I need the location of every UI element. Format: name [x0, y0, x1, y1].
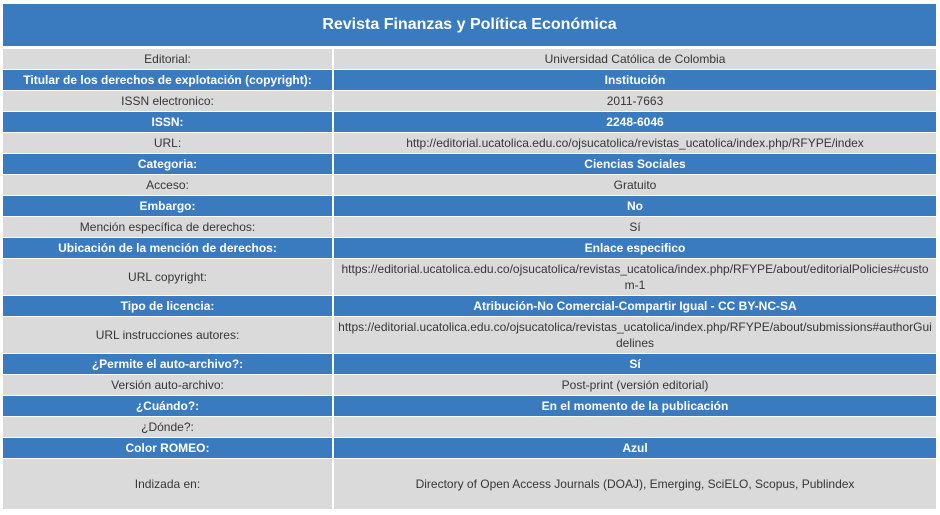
- row-label: Tipo de licencia:: [3, 296, 332, 316]
- table-row: Tipo de licencia: Atribución-No Comercial…: [3, 296, 936, 316]
- row-label: Color ROMEO:: [3, 438, 332, 458]
- table-row: Categoria: Ciencias Sociales: [3, 154, 936, 174]
- row-label: ¿Dónde?:: [3, 417, 332, 437]
- row-value: Enlace especifico: [334, 238, 936, 258]
- table-row: Editorial: Universidad Católica de Colomb…: [3, 49, 936, 69]
- row-value: Post-print (versión editorial): [334, 375, 936, 395]
- table-row: Ubicación de la mención de derechos: Enla…: [3, 238, 936, 258]
- table-row: Embargo: No: [3, 196, 936, 216]
- row-value: Ciencias Sociales: [334, 154, 936, 174]
- table-row: ISSN: 2248-6046: [3, 112, 936, 132]
- table-row: Indizada en: Directory of Open Access Jou…: [3, 459, 936, 509]
- row-label: Acceso:: [3, 175, 332, 195]
- table-row: Versión auto-archivo: Post-print (versión…: [3, 375, 936, 395]
- table-row: ¿Permite el auto-archivo?: Sí: [3, 354, 936, 374]
- table-row: URL: http://editorial.ucatolica.edu.co/oj…: [3, 133, 936, 153]
- journal-details-body: Editorial: Universidad Católica de Colomb…: [3, 49, 936, 509]
- row-label: ISSN:: [3, 112, 332, 132]
- row-value: [334, 417, 936, 437]
- row-label: ISSN electronico:: [3, 91, 332, 111]
- row-label: ¿Cuándo?:: [3, 396, 332, 416]
- row-value: Institución: [334, 70, 936, 90]
- row-label: Categoria:: [3, 154, 332, 174]
- table-row: URL copyright: https://editorial.ucatolic…: [3, 259, 936, 295]
- table-row: ¿Cuándo?: En el momento de la publicación: [3, 396, 936, 416]
- row-value: https://editorial.ucatolica.edu.co/ojsuc…: [334, 317, 936, 353]
- row-label: Ubicación de la mención de derechos:: [3, 238, 332, 258]
- row-label: Embargo:: [3, 196, 332, 216]
- row-value: Directory of Open Access Journals (DOAJ)…: [334, 459, 936, 509]
- row-value: Gratuito: [334, 175, 936, 195]
- journal-details-table: Editorial: Universidad Católica de Colomb…: [1, 48, 938, 510]
- row-value: Azul: [334, 438, 936, 458]
- row-value: No: [334, 196, 936, 216]
- row-value: http://editorial.ucatolica.edu.co/ojsuca…: [334, 133, 936, 153]
- row-label: Editorial:: [3, 49, 332, 69]
- row-label: Versión auto-archivo:: [3, 375, 332, 395]
- table-row: Color ROMEO: Azul: [3, 438, 936, 458]
- table-row: Acceso: Gratuito: [3, 175, 936, 195]
- table-row: URL instrucciones autores: https://editor…: [3, 317, 936, 353]
- row-label: URL copyright:: [3, 259, 332, 295]
- row-label: Indizada en:: [3, 459, 332, 509]
- page-title: Revista Finanzas y Política Económica: [3, 4, 936, 46]
- row-value: Sí: [334, 354, 936, 374]
- row-value: 2011-7663: [334, 91, 936, 111]
- row-label: URL instrucciones autores:: [3, 317, 332, 353]
- row-label: Titular de los derechos de explotación (…: [3, 70, 332, 90]
- row-value: En el momento de la publicación: [334, 396, 936, 416]
- table-row: ISSN electronico: 2011-7663: [3, 91, 936, 111]
- row-value: Universidad Católica de Colombia: [334, 49, 936, 69]
- row-label: URL:: [3, 133, 332, 153]
- row-value: https://editorial.ucatolica.edu.co/ojsuc…: [334, 259, 936, 295]
- table-row: Mención específica de derechos: Sí: [3, 217, 936, 237]
- row-value: Atribución-No Comercial-Compartir Igual …: [334, 296, 936, 316]
- row-value: 2248-6046: [334, 112, 936, 132]
- table-row: Titular de los derechos de explotación (…: [3, 70, 936, 90]
- table-row: ¿Dónde?:: [3, 417, 936, 437]
- row-label: Mención específica de derechos:: [3, 217, 332, 237]
- row-value: Sí: [334, 217, 936, 237]
- row-label: ¿Permite el auto-archivo?:: [3, 354, 332, 374]
